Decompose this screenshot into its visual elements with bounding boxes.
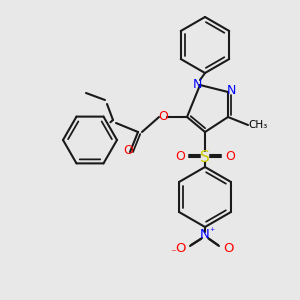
Text: N: N <box>192 77 202 91</box>
Text: S: S <box>200 149 210 164</box>
Text: ⁻: ⁻ <box>170 248 176 258</box>
Text: CH₃: CH₃ <box>248 120 268 130</box>
Text: O: O <box>175 151 185 164</box>
Text: O: O <box>123 143 133 157</box>
Text: ⁺: ⁺ <box>209 227 214 237</box>
Text: N: N <box>200 229 210 242</box>
Text: O: O <box>225 151 235 164</box>
Text: O: O <box>224 242 234 254</box>
Text: N: N <box>226 83 236 97</box>
Text: O: O <box>158 110 168 124</box>
Text: O: O <box>175 242 185 254</box>
